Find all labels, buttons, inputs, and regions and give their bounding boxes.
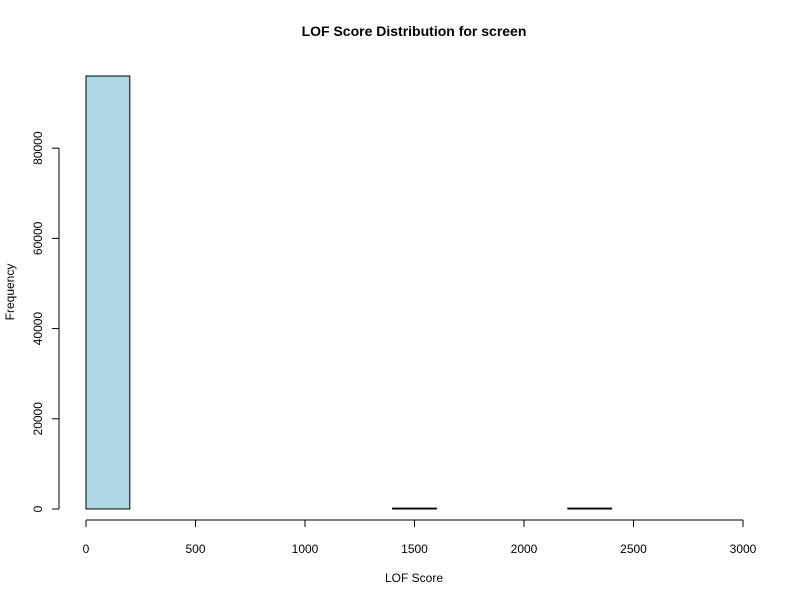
x-tick-label: 0	[83, 542, 90, 556]
histogram-bar	[85, 75, 131, 510]
histogram-bars	[85, 75, 613, 510]
y-axis-title: Frequency	[3, 264, 17, 321]
histogram-bar	[567, 507, 613, 510]
x-tick-label: 2500	[620, 542, 647, 556]
x-axis: 0 500 1000 1500 2000 2500 3000	[83, 519, 757, 556]
y-axis: 0 20000 40000 60000 80000	[31, 131, 60, 512]
x-tick-label: 2000	[511, 542, 538, 556]
chart-title: LOF Score Distribution for screen	[302, 23, 527, 39]
histogram-bar	[392, 507, 437, 510]
y-tick-label: 60000	[31, 221, 45, 255]
y-tick-label: 0	[31, 505, 45, 512]
x-axis-title: LOF Score	[385, 571, 443, 585]
x-tick-label: 1500	[401, 542, 428, 556]
x-tick-label: 3000	[730, 542, 757, 556]
y-tick-label: 40000	[31, 312, 45, 346]
x-tick-label: 1000	[292, 542, 319, 556]
y-tick-label: 20000	[31, 402, 45, 436]
y-tick-label: 80000	[31, 131, 45, 165]
x-tick-label: 500	[185, 542, 205, 556]
